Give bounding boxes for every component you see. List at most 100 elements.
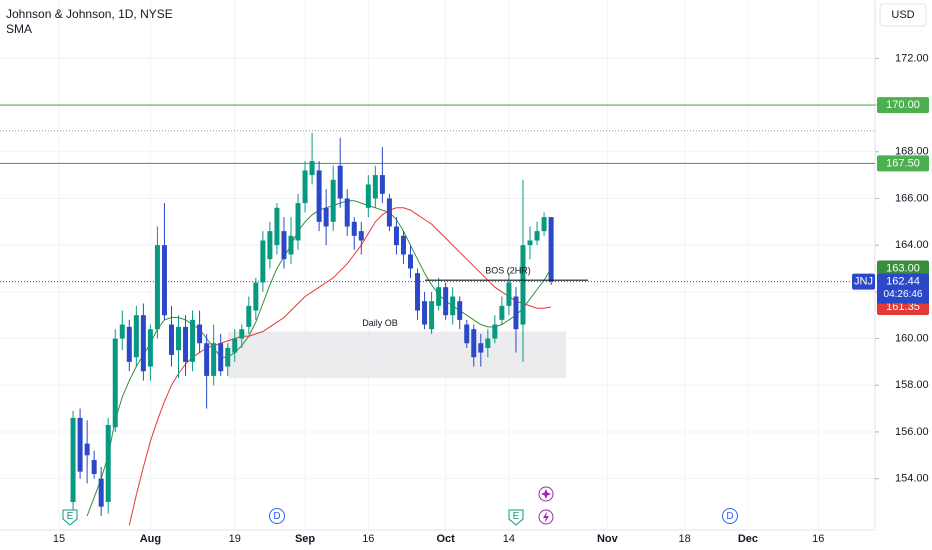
candle-body — [267, 231, 273, 260]
candle-body — [541, 217, 547, 232]
candle-body — [204, 343, 210, 376]
candle-body — [520, 245, 526, 325]
candle-body — [485, 338, 491, 348]
x-tick-label: Nov — [597, 533, 619, 545]
candle-body — [471, 329, 477, 358]
price-tag — [877, 97, 929, 114]
candle-body — [429, 301, 435, 330]
y-tick-label: 164.00 — [895, 239, 929, 251]
y-tick-label: 166.00 — [895, 192, 929, 204]
candle-body — [154, 245, 160, 330]
candle-body — [302, 170, 308, 204]
chart-title: Johnson & Johnson, 1D, NYSE — [6, 7, 173, 21]
candle-body — [513, 296, 519, 330]
candle-body — [527, 240, 533, 246]
event-label: D — [273, 511, 280, 522]
candle-body — [337, 165, 343, 199]
candle-body — [274, 207, 280, 246]
candle-body — [408, 254, 413, 269]
event-label: E — [513, 511, 520, 522]
y-tick-label: 158.00 — [895, 379, 929, 391]
y-tick-label: 172.00 — [895, 52, 929, 64]
x-tick-label: Aug — [140, 533, 161, 545]
candle-body — [358, 231, 364, 241]
candle-body — [239, 329, 245, 339]
candle-body — [70, 417, 76, 502]
x-tick-label: 18 — [679, 533, 691, 545]
currency[interactable]: USD — [891, 9, 914, 21]
x-tick-label: Oct — [436, 533, 455, 545]
order-block-label: Daily OB — [362, 318, 398, 328]
candle-body — [190, 319, 196, 362]
price-tag — [877, 260, 929, 277]
candle-body — [534, 231, 540, 241]
countdown: 04:26:46 — [884, 289, 923, 300]
event-icon[interactable] — [269, 508, 285, 524]
candle-body — [281, 231, 287, 260]
order-block — [228, 331, 566, 379]
candle-body — [379, 175, 385, 194]
candle-body — [393, 226, 399, 246]
candle-body — [105, 424, 111, 502]
currency-box[interactable] — [879, 3, 927, 27]
candle-body — [548, 217, 554, 282]
candle-body — [288, 235, 294, 255]
candle-body — [330, 179, 336, 222]
candle-body — [443, 287, 449, 316]
candle-body — [133, 315, 139, 358]
sma-line — [128, 207, 552, 526]
candle-body — [351, 221, 357, 236]
candle-body — [112, 338, 118, 428]
candle-body — [457, 301, 463, 320]
y-tick-label: 154.00 — [895, 473, 929, 485]
price-tag — [877, 155, 929, 172]
event-label: D — [726, 511, 733, 522]
candle-body — [295, 203, 301, 241]
candle-body — [323, 207, 329, 227]
candle-body — [147, 329, 153, 367]
candle-body — [98, 478, 104, 507]
candle-body — [365, 184, 371, 208]
candle-body — [91, 459, 97, 474]
candle-body — [225, 347, 231, 367]
candle-body — [344, 198, 350, 227]
price-tag-label: 170.00 — [886, 99, 920, 111]
candle-body — [246, 305, 252, 327]
candle-body — [422, 301, 428, 325]
price-tag-label: 163.00 — [886, 262, 920, 274]
candle-body — [119, 324, 125, 339]
event-icon[interactable] — [722, 508, 738, 524]
candle-body — [309, 161, 315, 176]
x-tick-label: 16 — [812, 533, 824, 545]
x-tick-label: 16 — [362, 533, 374, 545]
x-tick-label: Dec — [738, 533, 758, 545]
y-tick-label: 160.00 — [895, 332, 929, 344]
event-icon[interactable] — [62, 509, 78, 526]
candle-body — [400, 235, 406, 255]
price-tag — [877, 273, 929, 304]
candle-body — [372, 175, 378, 199]
candle-body — [499, 305, 505, 320]
bos-label: BOS (2HR) — [485, 266, 531, 276]
candle-body — [316, 170, 322, 222]
event-icon[interactable] — [508, 509, 524, 526]
x-tick-label: 14 — [503, 533, 515, 545]
candle-body — [450, 296, 456, 316]
candle-body — [492, 324, 498, 339]
event-glyph — [543, 511, 549, 523]
candle-body — [232, 338, 238, 353]
candle-body — [140, 315, 146, 372]
price-tag-label: 167.50 — [886, 157, 920, 169]
price-tag-label: 162.44 — [886, 275, 920, 287]
candle-body — [126, 326, 132, 362]
candle-body — [436, 287, 442, 306]
x-tick-label: Sep — [295, 533, 315, 545]
candle-body — [161, 245, 167, 316]
candle-body — [197, 324, 203, 344]
candle-body — [260, 240, 266, 283]
symbol-label: JNJ — [854, 275, 873, 287]
candle-body — [84, 443, 90, 456]
y-tick-label: 168.00 — [895, 146, 929, 158]
